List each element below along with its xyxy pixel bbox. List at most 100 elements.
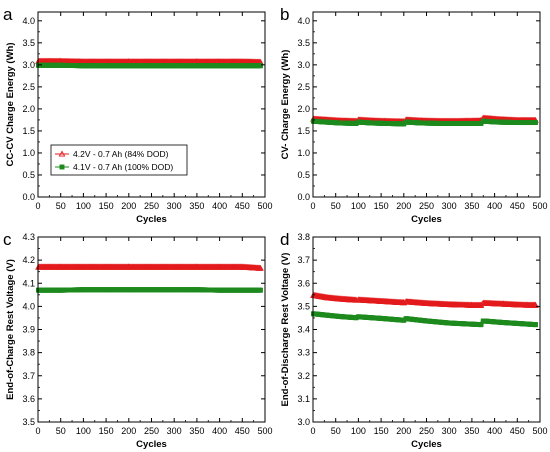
y-tick-label: 4.0: [22, 16, 35, 26]
x-tick-label: 150: [374, 201, 389, 211]
x-tick-label: 150: [99, 426, 114, 436]
y-tick-label: 3.4: [297, 325, 310, 335]
x-axis-label: Cycles: [136, 439, 167, 450]
x-tick-label: 0: [310, 426, 315, 436]
x-tick-label: 400: [487, 426, 502, 436]
y-tick-label: 1.0: [297, 148, 310, 158]
y-tick-label: 4.3: [22, 232, 35, 242]
x-tick-label: 500: [532, 201, 547, 211]
y-tick-label: 3.2: [297, 371, 310, 381]
panel-label: c: [3, 230, 12, 249]
x-tick-label: 150: [374, 426, 389, 436]
x-tick-label: 400: [212, 201, 227, 211]
x-tick-label: 300: [442, 201, 457, 211]
x-tick-label: 200: [121, 201, 136, 211]
x-tick-label: 300: [167, 426, 182, 436]
chart-panel-b: b 0 50 100 150 200 250 300 350 400 450 500 0.0 0.5 1.0…: [280, 5, 548, 225]
x-tick-label: 50: [331, 201, 341, 211]
y-tick-label: 3.5: [297, 301, 310, 311]
legend-entry-label: 4.1V - 0.7 Ah (100% DOD): [73, 162, 173, 172]
x-tick-label: 500: [257, 201, 272, 211]
x-axis-label: Cycles: [136, 214, 167, 225]
x-tick-label: 450: [510, 426, 525, 436]
x-tick-label: 450: [510, 201, 525, 211]
series-green: [311, 118, 538, 127]
x-tick-label: 100: [76, 426, 91, 436]
chart-panel-a: a 0 50 100 150 200 250 300 350 400 450 500 0.0 0.5 1.0…: [3, 5, 273, 225]
x-tick-label: 250: [144, 201, 159, 211]
y-tick-label: 3.8: [22, 348, 35, 358]
x-tick-label: 250: [419, 201, 434, 211]
series-red: [35, 263, 264, 271]
x-tick-label: 350: [189, 426, 204, 436]
x-tick-label: 500: [257, 426, 272, 436]
y-tick-label: 4.0: [297, 16, 310, 26]
x-tick-label: 250: [419, 426, 434, 436]
x-tick-label: 400: [212, 426, 227, 436]
y-tick-label: 3.6: [297, 278, 310, 288]
y-tick-label: 2.0: [297, 104, 310, 114]
y-tick-label: 1.5: [297, 126, 310, 136]
plot-frame: [312, 236, 541, 423]
chart-panel-d: d 0 50 100 150 200 250 300 350 400 450 500 3.0 3.1 3.2…: [280, 230, 548, 450]
x-axis-label: Cycles: [411, 214, 442, 225]
x-tick-label: 450: [235, 201, 250, 211]
x-tick-label: 50: [331, 426, 341, 436]
y-tick-label: 2.5: [297, 82, 310, 92]
data-point: [533, 322, 538, 328]
y-axis-label: End-of-Discharge Rest Voltage (V): [280, 253, 291, 407]
data-point: [532, 301, 539, 308]
x-tick-label: 0: [35, 201, 40, 211]
y-tick-label: 2.0: [22, 104, 35, 114]
x-tick-label: 150: [99, 201, 114, 211]
y-tick-label: 4.2: [22, 255, 35, 265]
x-tick-label: 350: [464, 426, 479, 436]
y-axis-label: CV- Charge Energy (Wh): [280, 50, 291, 160]
x-tick-label: 300: [167, 201, 182, 211]
x-tick-label: 250: [144, 426, 159, 436]
y-tick-label: 1.0: [22, 148, 35, 158]
data-point: [258, 63, 263, 69]
legend-marker-triangle-icon: [58, 150, 66, 157]
series-green: [36, 62, 263, 69]
x-tick-label: 400: [487, 201, 502, 211]
data-point: [533, 120, 538, 126]
y-axis-label: CC-CV Charge Energy (Wh): [5, 42, 16, 166]
x-tick-label: 100: [351, 201, 366, 211]
y-tick-label: 3.5: [22, 417, 35, 427]
x-tick-label: 500: [532, 426, 547, 436]
legend-box: [50, 144, 188, 176]
data-point: [257, 264, 264, 271]
series-green: [311, 311, 538, 328]
y-tick-label: 2.5: [22, 82, 35, 92]
series-green: [36, 287, 263, 293]
plot-frame: [312, 11, 541, 198]
y-tick-label: 3.3: [297, 348, 310, 358]
x-tick-label: 350: [464, 201, 479, 211]
x-tick-label: 50: [56, 426, 66, 436]
x-axis-label: Cycles: [411, 439, 442, 450]
y-tick-label: 0.0: [297, 192, 310, 202]
x-tick-label: 50: [56, 201, 66, 211]
y-tick-label: 3.8: [297, 232, 310, 242]
panel-label: d: [280, 230, 289, 249]
y-tick-label: 3.5: [22, 38, 35, 48]
legend: 4.2V - 0.7 Ah (84% DOD) 4.1V - 0.7 Ah (10…: [50, 144, 188, 176]
x-tick-label: 350: [189, 201, 204, 211]
y-tick-label: 0.5: [297, 170, 310, 180]
y-tick-label: 3.0: [297, 417, 310, 427]
x-tick-label: 200: [396, 201, 411, 211]
x-tick-label: 200: [396, 426, 411, 436]
chart-panel-c: c 0 50 100 150 200 250 300 350 400 450 500 3.5 3.6 3.7…: [3, 230, 273, 450]
x-tick-label: 100: [76, 201, 91, 211]
y-tick-label: 1.5: [22, 126, 35, 136]
legend-marker-square-icon: [59, 164, 65, 170]
y-tick-label: 3.6: [22, 394, 35, 404]
y-tick-label: 3.9: [22, 325, 35, 335]
y-tick-label: 3.1: [297, 394, 310, 404]
y-tick-label: 3.7: [297, 255, 310, 265]
y-tick-label: 0.0: [22, 192, 35, 202]
panel-label: b: [280, 5, 289, 24]
y-tick-label: 0.5: [22, 170, 35, 180]
